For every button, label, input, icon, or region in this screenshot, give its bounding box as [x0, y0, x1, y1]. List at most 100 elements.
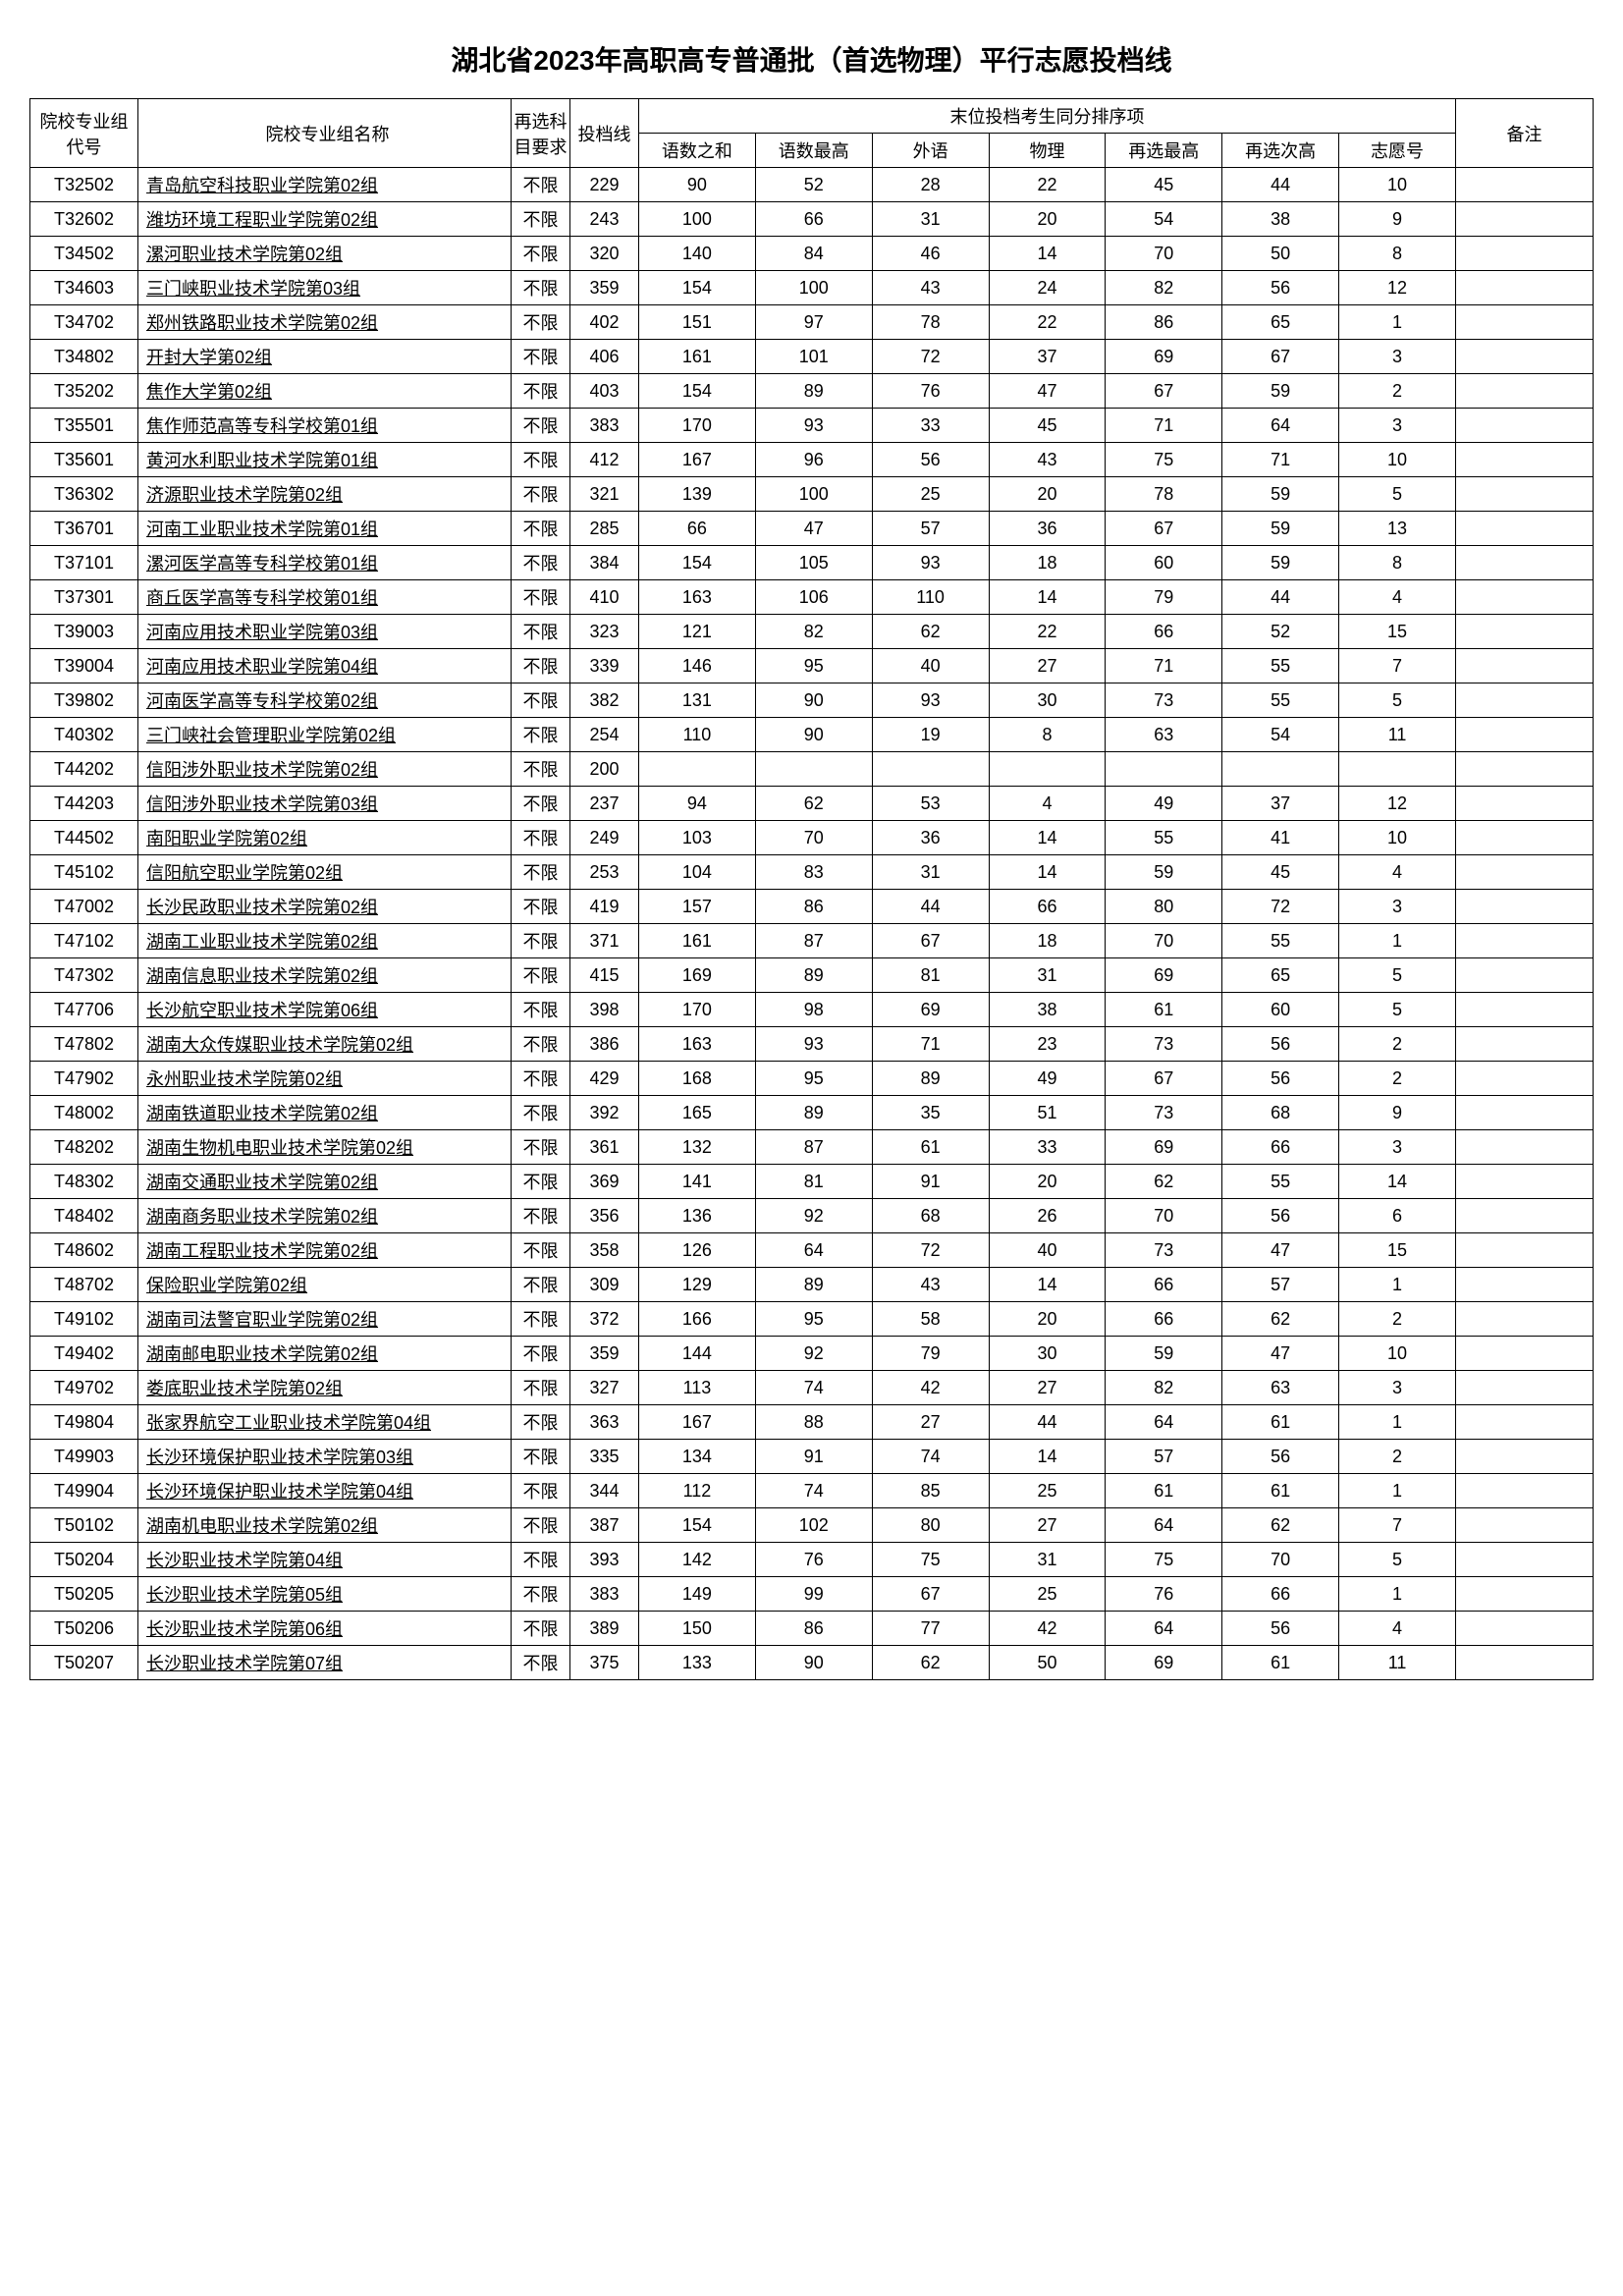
cell-c5: 69 — [1106, 958, 1222, 993]
school-name-link[interactable]: 河南应用技术职业学院第03组 — [146, 623, 378, 642]
cell-c6: 55 — [1222, 924, 1339, 958]
school-name-link[interactable]: 湖南铁道职业技术学院第02组 — [146, 1104, 378, 1123]
cell-name: 漯河医学高等专科学校第01组 — [138, 546, 512, 580]
cell-c4: 50 — [989, 1646, 1106, 1680]
cell-c3 — [872, 752, 989, 787]
cell-req: 不限 — [512, 1062, 570, 1096]
school-name-link[interactable]: 长沙航空职业技术学院第06组 — [146, 1001, 378, 1020]
cell-c3: 58 — [872, 1302, 989, 1337]
school-name-link[interactable]: 南阳职业学院第02组 — [146, 829, 307, 848]
cell-c3: 93 — [872, 683, 989, 718]
cell-c1: 121 — [639, 615, 756, 649]
school-name-link[interactable]: 三门峡职业技术学院第03组 — [146, 279, 360, 299]
cell-c5: 69 — [1106, 1646, 1222, 1680]
school-name-link[interactable]: 湖南商务职业技术学院第02组 — [146, 1207, 378, 1227]
school-name-link[interactable]: 长沙职业技术学院第06组 — [146, 1619, 343, 1639]
cell-remark — [1456, 1302, 1594, 1337]
school-name-link[interactable]: 济源职业技术学院第02组 — [146, 485, 343, 505]
school-name-link[interactable]: 信阳涉外职业技术学院第03组 — [146, 794, 378, 814]
school-name-link[interactable]: 长沙民政职业技术学院第02组 — [146, 898, 378, 917]
school-name-link[interactable]: 湖南信息职业技术学院第02组 — [146, 966, 378, 986]
header-code: 院校专业组代号 — [30, 99, 138, 168]
cell-score: 359 — [570, 271, 639, 305]
school-name-link[interactable]: 长沙职业技术学院第07组 — [146, 1654, 343, 1673]
cell-c7: 1 — [1339, 1577, 1456, 1612]
cell-c2: 74 — [755, 1371, 872, 1405]
school-name-link[interactable]: 河南应用技术职业学院第04组 — [146, 657, 378, 677]
cell-c6: 50 — [1222, 237, 1339, 271]
school-name-link[interactable]: 河南医学高等专科学校第02组 — [146, 691, 378, 711]
school-name-link[interactable]: 信阳涉外职业技术学院第02组 — [146, 760, 378, 780]
school-name-link[interactable]: 河南工业职业技术学院第01组 — [146, 519, 378, 539]
cell-remark — [1456, 958, 1594, 993]
cell-c6: 71 — [1222, 443, 1339, 477]
school-name-link[interactable]: 郑州铁路职业技术学院第02组 — [146, 313, 378, 333]
school-name-link[interactable]: 青岛航空科技职业学院第02组 — [146, 176, 378, 195]
school-name-link[interactable]: 信阳航空职业学院第02组 — [146, 863, 343, 883]
school-name-link[interactable]: 湖南工业职业技术学院第02组 — [146, 932, 378, 952]
school-name-link[interactable]: 湖南机电职业技术学院第02组 — [146, 1516, 378, 1536]
cell-c3: 62 — [872, 615, 989, 649]
school-name-link[interactable]: 保险职业学院第02组 — [146, 1276, 307, 1295]
cell-c5: 64 — [1106, 1508, 1222, 1543]
school-name-link[interactable]: 湖南司法警官职业学院第02组 — [146, 1310, 378, 1330]
cell-c5: 75 — [1106, 1543, 1222, 1577]
cell-c1: 100 — [639, 202, 756, 237]
school-name-link[interactable]: 漯河职业技术学院第02组 — [146, 245, 343, 264]
cell-c4: 20 — [989, 477, 1106, 512]
school-name-link[interactable]: 长沙职业技术学院第04组 — [146, 1551, 343, 1570]
cell-c7: 1 — [1339, 924, 1456, 958]
table-row: T49402湖南邮电职业技术学院第02组不限359144927930594710 — [30, 1337, 1594, 1371]
cell-score: 361 — [570, 1130, 639, 1165]
school-name-link[interactable]: 漯河医学高等专科学校第01组 — [146, 554, 378, 574]
cell-score: 254 — [570, 718, 639, 752]
cell-score: 371 — [570, 924, 639, 958]
cell-name: 湖南机电职业技术学院第02组 — [138, 1508, 512, 1543]
cell-remark — [1456, 787, 1594, 821]
cell-name: 河南应用技术职业学院第03组 — [138, 615, 512, 649]
school-name-link[interactable]: 湖南生物机电职业技术学院第02组 — [146, 1138, 413, 1158]
school-name-link[interactable]: 永州职业技术学院第02组 — [146, 1069, 343, 1089]
cell-req: 不限 — [512, 1577, 570, 1612]
cell-c7: 13 — [1339, 512, 1456, 546]
cell-req: 不限 — [512, 546, 570, 580]
cell-c2: 100 — [755, 271, 872, 305]
cell-score: 429 — [570, 1062, 639, 1096]
school-name-link[interactable]: 湖南邮电职业技术学院第02组 — [146, 1344, 378, 1364]
school-name-link[interactable]: 商丘医学高等专科学校第01组 — [146, 588, 378, 608]
cell-c5: 45 — [1106, 168, 1222, 202]
school-name-link[interactable]: 长沙环境保护职业技术学院第04组 — [146, 1482, 413, 1502]
school-name-link[interactable]: 长沙环境保护职业技术学院第03组 — [146, 1448, 413, 1467]
cell-c5: 69 — [1106, 1130, 1222, 1165]
cell-c6: 68 — [1222, 1096, 1339, 1130]
cell-score: 415 — [570, 958, 639, 993]
cell-c7: 10 — [1339, 1337, 1456, 1371]
cell-c3: 36 — [872, 821, 989, 855]
cell-c4: 14 — [989, 580, 1106, 615]
table-row: T49903长沙环境保护职业技术学院第03组不限3351349174145756… — [30, 1440, 1594, 1474]
cell-c2: 74 — [755, 1474, 872, 1508]
school-name-link[interactable]: 潍坊环境工程职业学院第02组 — [146, 210, 378, 230]
cell-code: T36701 — [30, 512, 138, 546]
school-name-link[interactable]: 湖南工程职业技术学院第02组 — [146, 1241, 378, 1261]
school-name-link[interactable]: 三门峡社会管理职业学院第02组 — [146, 726, 396, 745]
cell-c2: 102 — [755, 1508, 872, 1543]
cell-code: T34802 — [30, 340, 138, 374]
cell-remark — [1456, 1027, 1594, 1062]
school-name-link[interactable]: 长沙职业技术学院第05组 — [146, 1585, 343, 1605]
school-name-link[interactable]: 张家界航空工业职业技术学院第04组 — [146, 1413, 431, 1433]
school-name-link[interactable]: 娄底职业技术学院第02组 — [146, 1379, 343, 1398]
school-name-link[interactable]: 湖南交通职业技术学院第02组 — [146, 1173, 378, 1192]
school-name-link[interactable]: 湖南大众传媒职业技术学院第02组 — [146, 1035, 413, 1055]
school-name-link[interactable]: 黄河水利职业技术学院第01组 — [146, 451, 378, 470]
table-row: T47302湖南信息职业技术学院第02组不限41516989813169655 — [30, 958, 1594, 993]
cell-c2 — [755, 752, 872, 787]
cell-c4: 66 — [989, 890, 1106, 924]
school-name-link[interactable]: 焦作大学第02组 — [146, 382, 272, 402]
school-name-link[interactable]: 焦作师范高等专科学校第01组 — [146, 416, 378, 436]
school-name-link[interactable]: 开封大学第02组 — [146, 348, 272, 367]
cell-name: 湖南交通职业技术学院第02组 — [138, 1165, 512, 1199]
cell-code: T39004 — [30, 649, 138, 683]
cell-c5: 73 — [1106, 1233, 1222, 1268]
cell-c2: 87 — [755, 1130, 872, 1165]
